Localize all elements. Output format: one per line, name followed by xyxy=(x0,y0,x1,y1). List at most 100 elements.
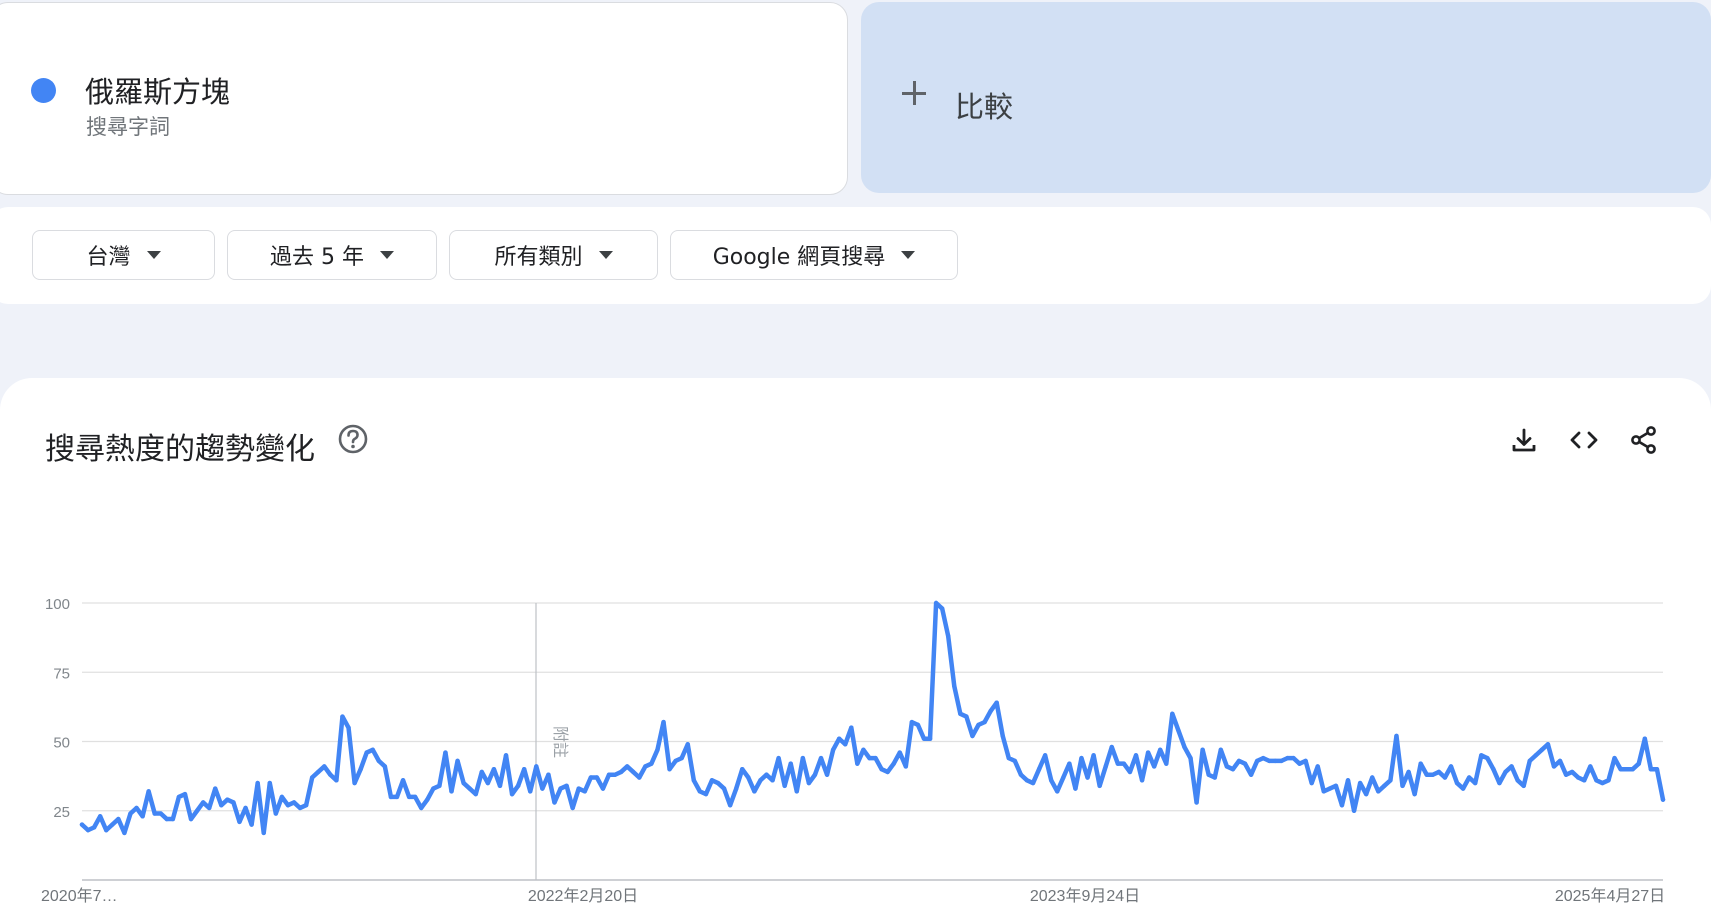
data-point xyxy=(1103,764,1108,769)
data-point xyxy=(933,600,939,606)
compare-button[interactable]: 比較 xyxy=(861,2,1711,193)
data-point xyxy=(110,822,115,827)
data-point xyxy=(812,772,818,777)
data-point xyxy=(1194,800,1199,805)
data-point xyxy=(425,797,430,802)
y-tick-label: 25 xyxy=(53,804,70,821)
data-point xyxy=(1563,772,1569,777)
data-point xyxy=(267,780,272,786)
data-point xyxy=(976,722,981,728)
data-point xyxy=(1024,778,1030,783)
data-point xyxy=(631,769,636,775)
data-point xyxy=(1527,758,1532,764)
data-point xyxy=(1630,767,1635,772)
time-range-dropdown[interactable]: 過去 5 年 xyxy=(227,230,437,280)
data-point xyxy=(1594,778,1599,783)
data-point xyxy=(164,816,169,822)
data-point xyxy=(509,791,515,797)
data-point xyxy=(1158,747,1163,753)
search-term-card[interactable]: 俄羅斯方塊 搜尋字詞 xyxy=(0,2,848,195)
data-point xyxy=(182,791,188,797)
data-point xyxy=(388,794,394,800)
data-point xyxy=(624,764,630,769)
data-point xyxy=(921,736,927,741)
data-point xyxy=(1551,764,1557,769)
data-point xyxy=(473,791,478,797)
time-range-dropdown-label: 過去 5 年 xyxy=(270,245,364,270)
data-point xyxy=(255,780,260,786)
data-point xyxy=(249,822,254,827)
data-point xyxy=(1164,761,1169,766)
data-point xyxy=(1055,789,1060,794)
data-point xyxy=(637,775,642,780)
region-dropdown[interactable]: 台灣 xyxy=(32,230,215,280)
region-dropdown-label: 台灣 xyxy=(86,245,131,270)
help-icon[interactable] xyxy=(337,423,369,455)
data-point xyxy=(1133,753,1139,758)
data-point xyxy=(1466,775,1472,780)
data-point xyxy=(794,789,799,794)
data-point xyxy=(1557,758,1563,764)
data-point xyxy=(806,780,812,786)
data-point xyxy=(1182,744,1187,750)
data-point xyxy=(140,814,145,819)
data-point xyxy=(134,805,139,811)
data-point xyxy=(843,742,848,747)
data-point xyxy=(1576,775,1581,780)
data-point xyxy=(1285,755,1290,761)
data-point xyxy=(1261,755,1266,761)
data-point xyxy=(1291,755,1296,761)
data-point xyxy=(1582,778,1587,783)
download-icon[interactable] xyxy=(1507,423,1541,457)
data-point xyxy=(522,767,527,772)
x-tick-label: 2020年7… xyxy=(41,887,118,905)
data-point xyxy=(800,755,806,761)
data-point xyxy=(861,747,866,753)
data-point xyxy=(1188,755,1193,761)
data-point xyxy=(237,819,242,825)
data-point xyxy=(1127,769,1133,775)
embed-code-icon[interactable] xyxy=(1567,423,1601,457)
data-point xyxy=(988,708,993,714)
series-color-dot xyxy=(31,78,56,103)
data-point xyxy=(1509,764,1514,769)
data-point xyxy=(946,634,951,639)
search-property-dropdown[interactable]: Google 網頁搜尋 xyxy=(670,230,958,280)
data-point xyxy=(1448,764,1454,769)
data-point xyxy=(188,816,194,822)
data-point xyxy=(1515,778,1520,783)
data-point xyxy=(1521,783,1526,789)
share-icon[interactable] xyxy=(1627,423,1661,457)
data-point xyxy=(1333,783,1339,789)
data-point xyxy=(1236,758,1242,764)
data-point xyxy=(970,733,975,739)
data-point xyxy=(552,800,557,805)
data-point xyxy=(1036,767,1042,772)
data-point xyxy=(721,786,727,791)
dropdown-arrow-icon xyxy=(598,251,613,259)
data-point xyxy=(600,786,606,791)
data-point xyxy=(685,742,690,747)
data-point xyxy=(1382,783,1387,789)
data-point xyxy=(1315,764,1320,769)
data-point xyxy=(1357,780,1363,786)
category-dropdown[interactable]: 所有類別 xyxy=(449,230,658,280)
search-term-name[interactable]: 俄羅斯方塊 xyxy=(85,75,231,109)
x-tick-label: 2022年2月20日 xyxy=(528,887,638,905)
data-point xyxy=(297,805,303,811)
data-point xyxy=(1370,775,1375,780)
filter-bar: 台灣 過去 5 年 所有類別 Google 網頁搜尋 xyxy=(0,207,1711,304)
data-point xyxy=(328,772,333,777)
data-point xyxy=(1588,764,1593,769)
data-point xyxy=(958,711,963,716)
data-point xyxy=(1303,758,1308,764)
data-point xyxy=(1000,733,1005,739)
data-point xyxy=(358,767,363,772)
data-point xyxy=(643,764,648,769)
data-point xyxy=(128,811,133,816)
data-point xyxy=(291,800,297,805)
search-term-type: 搜尋字詞 xyxy=(86,115,170,139)
data-point xyxy=(406,794,412,800)
y-tick-label: 100 xyxy=(45,596,70,613)
